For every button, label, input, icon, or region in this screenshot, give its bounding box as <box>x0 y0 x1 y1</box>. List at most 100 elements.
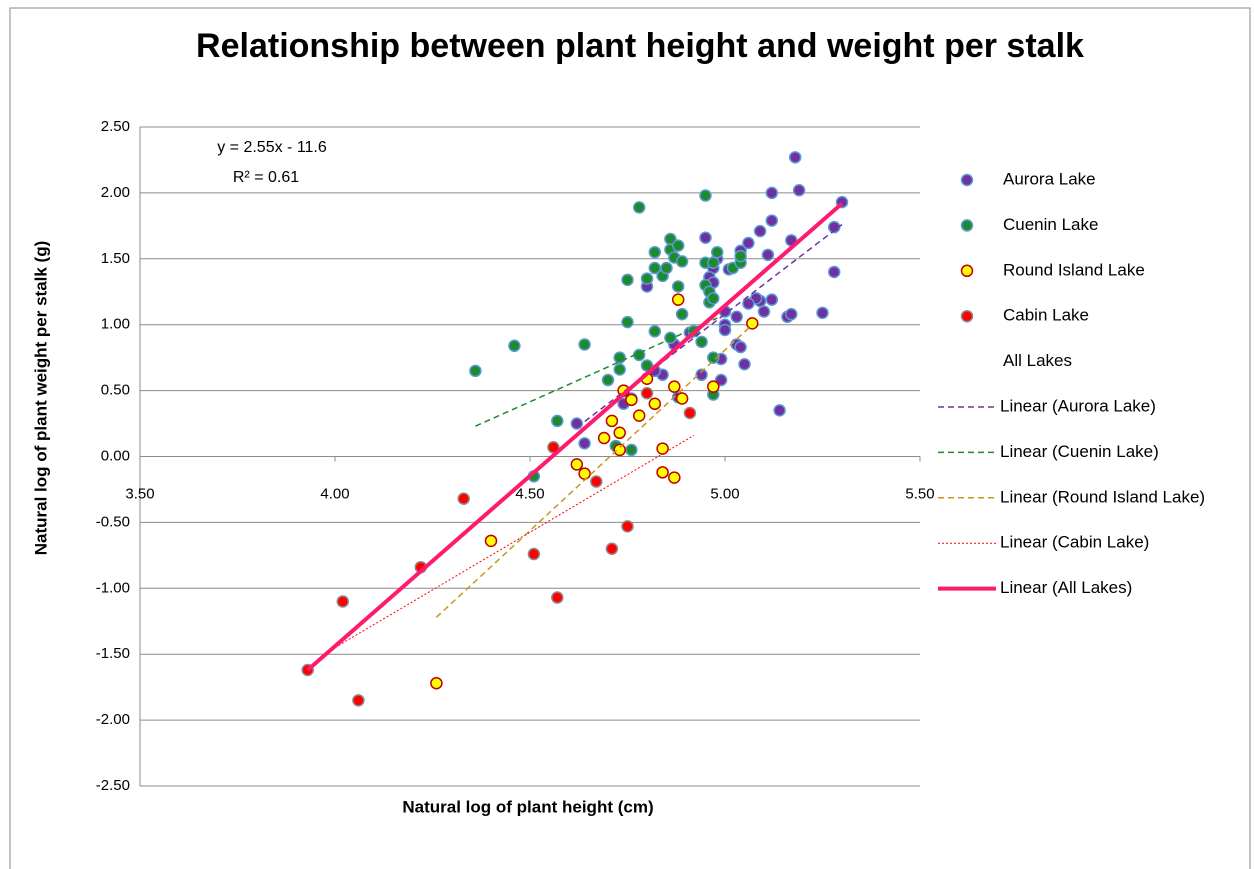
data-point <box>632 201 646 214</box>
legend-label: Aurora Lake <box>1003 169 1096 188</box>
data-point <box>551 414 564 428</box>
data-point <box>664 331 677 345</box>
data-point <box>675 255 689 268</box>
data-point <box>640 272 654 285</box>
data-point <box>757 305 771 318</box>
data-point <box>656 442 669 455</box>
data-point <box>621 273 634 287</box>
trend-line <box>306 201 844 672</box>
data-point <box>734 249 747 263</box>
data-point <box>668 380 681 393</box>
y-tick-label: 0.00 <box>101 447 130 464</box>
data-point <box>640 359 654 372</box>
data-point <box>773 404 786 417</box>
data-point <box>570 458 584 471</box>
data-point <box>746 317 759 330</box>
legend-label: Linear (Round Island Lake) <box>1000 487 1205 506</box>
data-point <box>648 397 662 411</box>
data-point <box>601 373 615 387</box>
y-tick-label: -2.00 <box>96 711 130 728</box>
data-point <box>621 315 634 329</box>
data-point <box>527 547 541 561</box>
data-point <box>707 256 720 270</box>
data-point <box>605 414 619 428</box>
data-point <box>578 467 591 480</box>
data-point <box>675 307 689 321</box>
x-tick-label: 5.00 <box>710 485 739 502</box>
data-point <box>710 245 724 259</box>
y-tick-label: 1.50 <box>101 250 130 267</box>
data-point <box>765 293 779 306</box>
legend-marker <box>960 264 974 278</box>
data-point <box>469 364 482 378</box>
legend-label: All Lakes <box>1003 351 1072 370</box>
data-point <box>671 293 685 306</box>
data-point <box>816 306 829 320</box>
legend-label: Cuenin Lake <box>1003 215 1098 234</box>
data-point <box>792 184 806 197</box>
data-point <box>597 431 611 445</box>
data-point <box>707 292 720 305</box>
data-point <box>738 357 751 371</box>
y-axis-label: Natural log of plant weight per stalk (g… <box>31 241 50 556</box>
data-point <box>613 443 626 457</box>
trend-line <box>475 317 718 427</box>
data-point <box>683 406 697 420</box>
trend-line <box>435 324 753 618</box>
data-point <box>788 151 802 164</box>
data-point <box>707 380 720 393</box>
data-point <box>695 335 708 349</box>
data-point <box>707 351 720 364</box>
data-point <box>671 280 685 293</box>
data-point <box>605 542 619 556</box>
data-point <box>648 325 662 338</box>
data-point <box>621 520 634 533</box>
y-tick-label: -0.50 <box>96 513 130 530</box>
data-point <box>613 351 626 364</box>
chart-title: Relationship between plant height and we… <box>196 27 1084 65</box>
data-point <box>675 392 689 405</box>
y-tick-label: 1.00 <box>101 316 130 333</box>
data-point <box>765 186 779 200</box>
trend-equation: y = 2.55x - 11.6 <box>217 139 327 156</box>
data-point <box>484 534 498 548</box>
data-point <box>714 373 728 387</box>
data-point <box>660 261 673 275</box>
x-tick-label: 3.50 <box>125 485 154 502</box>
legend-marker <box>960 173 974 187</box>
x-axis-label: Natural log of plant height (cm) <box>402 797 653 816</box>
data-point <box>668 471 681 484</box>
legend-label: Linear (Aurora Lake) <box>1000 396 1156 415</box>
data-point <box>352 694 365 707</box>
data-point <box>734 340 747 354</box>
x-tick-label: 4.00 <box>320 485 349 502</box>
data-point <box>718 323 732 337</box>
data-point <box>613 426 626 440</box>
data-point <box>761 248 775 262</box>
data-point <box>765 214 779 227</box>
data-point <box>457 492 470 505</box>
trend-line <box>334 434 695 649</box>
data-point <box>671 239 685 252</box>
trend-line <box>576 223 843 429</box>
data-point <box>625 393 638 407</box>
r-squared: R² = 0.61 <box>233 169 299 186</box>
legend-label: Linear (Cuenin Lake) <box>1000 442 1159 461</box>
data-point <box>648 245 662 259</box>
legend-label: Linear (Cabin Lake) <box>1000 533 1149 552</box>
y-tick-label: -2.50 <box>96 777 130 794</box>
data-point <box>785 307 798 321</box>
data-point <box>742 236 755 250</box>
y-tick-label: 2.00 <box>101 184 130 201</box>
data-point <box>578 338 591 351</box>
data-point <box>699 231 712 244</box>
y-tick-label: -1.00 <box>96 579 130 596</box>
data-point <box>551 591 564 604</box>
data-point <box>508 339 521 353</box>
data-point <box>640 386 654 400</box>
data-point <box>613 363 626 376</box>
legend-marker <box>960 309 974 323</box>
legend-label: Cabin Lake <box>1003 306 1089 325</box>
